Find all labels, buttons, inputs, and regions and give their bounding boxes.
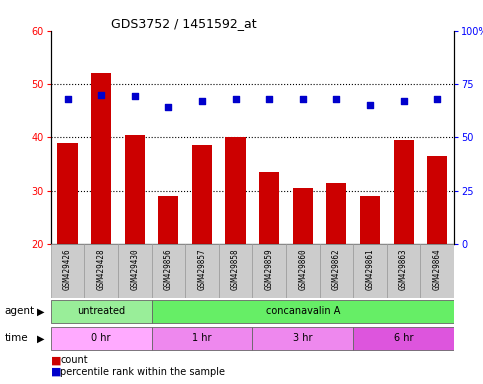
Text: GSM429428: GSM429428	[97, 249, 106, 290]
Point	[299, 96, 307, 102]
Text: 6 hr: 6 hr	[394, 333, 413, 343]
Text: 0 hr: 0 hr	[91, 333, 111, 343]
Text: GSM429861: GSM429861	[366, 249, 374, 290]
Bar	[125, 135, 145, 244]
FancyBboxPatch shape	[85, 244, 118, 298]
Point	[332, 96, 340, 102]
Point	[232, 96, 240, 102]
FancyBboxPatch shape	[51, 326, 152, 350]
Point	[97, 91, 105, 98]
FancyBboxPatch shape	[152, 326, 253, 350]
Text: ■: ■	[51, 367, 61, 377]
Text: concanavalin A: concanavalin A	[266, 306, 340, 316]
Bar	[259, 172, 279, 244]
FancyBboxPatch shape	[51, 300, 152, 323]
Text: GSM429859: GSM429859	[265, 249, 274, 290]
FancyBboxPatch shape	[353, 326, 454, 350]
Text: GSM429857: GSM429857	[198, 249, 206, 290]
Bar	[57, 142, 78, 244]
Bar	[427, 156, 447, 244]
FancyBboxPatch shape	[118, 244, 152, 298]
Point	[400, 98, 408, 104]
Point	[131, 93, 139, 99]
Bar	[394, 140, 413, 244]
Point	[433, 96, 441, 102]
FancyBboxPatch shape	[51, 244, 85, 298]
Point	[165, 104, 172, 111]
Text: GDS3752 / 1451592_at: GDS3752 / 1451592_at	[111, 17, 256, 30]
Text: time: time	[5, 333, 28, 343]
Point	[366, 102, 374, 108]
Text: untreated: untreated	[77, 306, 125, 316]
Text: GSM429863: GSM429863	[399, 249, 408, 290]
Bar	[91, 73, 111, 244]
Text: GSM429856: GSM429856	[164, 249, 173, 290]
FancyBboxPatch shape	[253, 244, 286, 298]
FancyBboxPatch shape	[219, 244, 253, 298]
Bar	[327, 182, 346, 244]
Text: 3 hr: 3 hr	[293, 333, 313, 343]
FancyBboxPatch shape	[320, 244, 353, 298]
FancyBboxPatch shape	[420, 244, 454, 298]
Text: GSM429864: GSM429864	[433, 249, 442, 290]
Text: GSM429426: GSM429426	[63, 249, 72, 290]
Bar	[293, 188, 313, 244]
Text: count: count	[60, 355, 88, 365]
Text: ▶: ▶	[37, 306, 45, 316]
FancyBboxPatch shape	[387, 244, 420, 298]
Bar	[192, 145, 212, 244]
Point	[64, 96, 71, 102]
Bar	[226, 137, 246, 244]
FancyBboxPatch shape	[152, 244, 185, 298]
Point	[265, 96, 273, 102]
Text: GSM429430: GSM429430	[130, 249, 139, 290]
FancyBboxPatch shape	[152, 300, 454, 323]
Text: percentile rank within the sample: percentile rank within the sample	[60, 367, 226, 377]
Bar	[158, 196, 178, 244]
FancyBboxPatch shape	[286, 244, 320, 298]
Text: GSM429860: GSM429860	[298, 249, 307, 290]
Text: ■: ■	[51, 355, 61, 365]
Text: ▶: ▶	[37, 333, 45, 343]
FancyBboxPatch shape	[353, 244, 387, 298]
Text: agent: agent	[5, 306, 35, 316]
Text: GSM429858: GSM429858	[231, 249, 240, 290]
FancyBboxPatch shape	[185, 244, 219, 298]
Text: 1 hr: 1 hr	[192, 333, 212, 343]
Text: GSM429862: GSM429862	[332, 249, 341, 290]
Point	[198, 98, 206, 104]
Bar	[360, 196, 380, 244]
FancyBboxPatch shape	[253, 326, 353, 350]
